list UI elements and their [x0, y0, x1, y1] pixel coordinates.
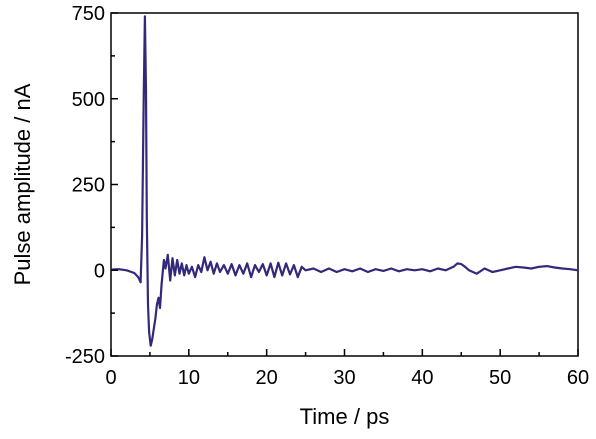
plot-area [110, 12, 579, 357]
y-tick-label: 500 [72, 89, 105, 111]
x-tick-label: 40 [411, 367, 433, 389]
y-axis: -250 0 250 500 750 [65, 3, 118, 368]
y-tick-label: 250 [72, 175, 105, 197]
y-tick-label: -250 [65, 346, 105, 368]
x-tick-label: 20 [256, 367, 278, 389]
x-tick-label: 10 [178, 367, 200, 389]
x-axis: 0 10 20 30 40 50 60 [105, 349, 589, 389]
x-tick-label: 60 [567, 367, 589, 389]
plot-frame [110, 12, 579, 357]
x-tick-label: 30 [333, 367, 355, 389]
series-line [110, 15, 579, 347]
x-tick-label: 50 [489, 367, 511, 389]
x-axis-title: Time / ps [300, 404, 390, 429]
y-tick-label: 750 [72, 3, 105, 25]
y-tick-label: 0 [94, 260, 105, 282]
x-tick-label: 0 [105, 367, 116, 389]
y-axis-title: Pulse amplitude / nA [10, 83, 35, 285]
